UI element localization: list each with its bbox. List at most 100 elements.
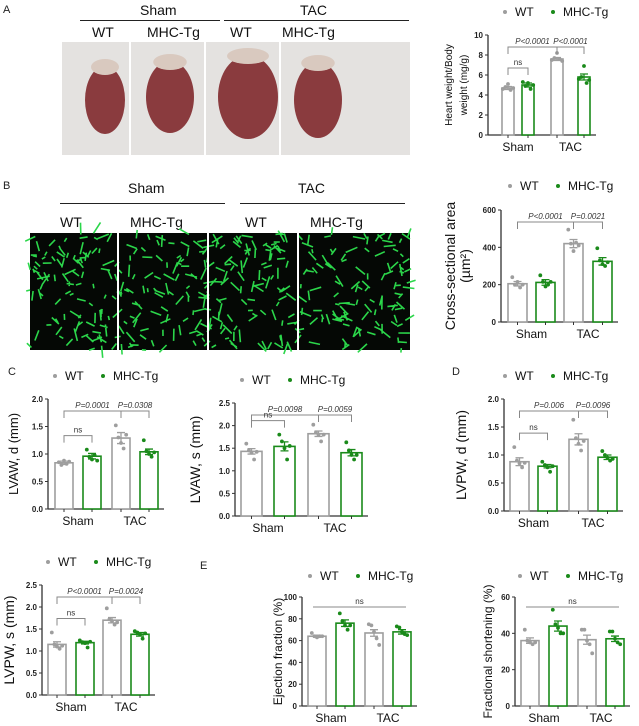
data-point xyxy=(147,452,151,456)
data-point xyxy=(104,606,109,611)
y-tick-label: 0.5 xyxy=(32,478,44,487)
data-point xyxy=(316,432,321,437)
data-point xyxy=(500,87,505,91)
data-point xyxy=(352,457,356,462)
legend-wt-label: WT xyxy=(58,555,77,569)
bar-mhc-tg xyxy=(340,451,363,517)
data-point xyxy=(579,627,584,632)
legend-wt-marker xyxy=(308,574,312,578)
y-tick-label: 1.5 xyxy=(32,423,44,432)
x-group-label: TAC xyxy=(581,516,604,530)
legend-tg-marker xyxy=(101,374,105,378)
heart-3 xyxy=(218,55,278,139)
legend-wt-label: WT xyxy=(520,179,539,193)
heart-2 xyxy=(146,61,194,133)
legend-tg-marker xyxy=(566,574,570,578)
data-point xyxy=(55,644,59,649)
bracket-sham-ns xyxy=(519,432,548,441)
data-point xyxy=(503,85,508,89)
y-tick-label: 0.0 xyxy=(26,691,38,700)
data-point xyxy=(585,638,589,643)
bar-mhc-tg xyxy=(130,633,150,696)
data-point xyxy=(528,87,533,91)
data-point xyxy=(95,458,100,463)
data-point xyxy=(116,435,121,440)
data-point xyxy=(84,447,89,452)
y-tick-label: 0 xyxy=(506,702,511,711)
y-tick-label: 20 xyxy=(501,666,510,675)
data-point xyxy=(52,642,57,647)
data-point xyxy=(143,631,148,636)
data-point xyxy=(57,646,62,651)
photo-a-lane-3: WT xyxy=(230,24,252,40)
photo-a-sham-label: Sham xyxy=(140,2,177,18)
data-point xyxy=(508,88,513,92)
photo-a-sham-line xyxy=(80,20,220,21)
data-point xyxy=(88,639,93,644)
heart-1 xyxy=(85,66,125,134)
data-point xyxy=(548,279,553,284)
bar-wt xyxy=(102,619,122,696)
ns-label: ns xyxy=(568,597,576,606)
bracket-sham-ns xyxy=(63,435,93,443)
y-axis-label: Heart weight/Body xyxy=(444,44,455,126)
data-point xyxy=(517,461,522,466)
y-tick-label: 2.0 xyxy=(488,395,500,404)
data-point xyxy=(595,246,600,251)
bracket-wt-sham-vs-tac xyxy=(507,46,558,54)
bracket-wt-sham-vs-tac-label: P=0.006 xyxy=(534,401,565,410)
y-tick-label: 0.5 xyxy=(219,489,231,498)
data-point xyxy=(533,640,538,645)
y-tick-label: 0.0 xyxy=(488,507,500,516)
legend-tg-marker xyxy=(556,184,560,188)
data-point xyxy=(321,432,326,437)
bar-wt xyxy=(240,450,263,517)
bar-wt xyxy=(563,242,584,323)
bracket-sham-ns-label: ns xyxy=(67,609,75,618)
x-group-label: TAC xyxy=(576,327,599,341)
bar-mhc-tg xyxy=(273,445,296,517)
y-tick-label: 1.5 xyxy=(219,444,231,453)
data-point xyxy=(557,57,562,61)
bar-mhc-tg xyxy=(548,625,568,707)
bracket-tac-wt-vs-tg xyxy=(318,414,352,422)
data-point xyxy=(277,432,282,437)
y-axis-label: Ejection fraction (%) xyxy=(271,598,285,705)
data-point xyxy=(64,462,69,466)
bracket-wt-sham-vs-tac xyxy=(63,410,122,418)
data-point xyxy=(574,240,578,245)
x-group-label: Sham xyxy=(518,516,549,530)
y-axis-label: (µm²) xyxy=(457,249,473,283)
data-point xyxy=(115,620,120,625)
x-group-label: TAC xyxy=(589,711,612,725)
y-tick-label: 8 xyxy=(479,51,484,60)
bracket-tac-wt-vs-tg xyxy=(556,46,585,54)
data-point xyxy=(515,458,519,463)
data-point xyxy=(522,460,527,465)
data-point xyxy=(512,445,517,450)
bar-mhc-tg xyxy=(335,622,355,707)
bracket-wt-sham-vs-tac-label: P=0.0001 xyxy=(75,401,109,410)
x-group-label: TAC xyxy=(114,700,137,714)
y-tick-label: 1.0 xyxy=(26,647,38,656)
data-point xyxy=(67,459,72,464)
y-tick-label: 2 xyxy=(479,111,484,120)
chart-5: 0.0 0.5 1.0 1.5 2.0 2.5 LVPW, s (mm) Sham TAC WT M… xyxy=(1,555,155,714)
data-point xyxy=(526,81,530,85)
bar-wt xyxy=(507,282,528,323)
data-point xyxy=(576,77,581,81)
x-group-label: Sham xyxy=(55,700,86,714)
error-bar xyxy=(569,238,578,249)
data-point xyxy=(110,619,114,623)
bracket-sham-ns xyxy=(56,618,86,626)
chart-7: 0 20 40 60 Fractional shortening (%) Sham TAC W… xyxy=(481,569,630,725)
data-point xyxy=(124,432,129,437)
x-group-label: TAC xyxy=(559,140,582,154)
data-point xyxy=(377,643,382,647)
y-tick-label: 40 xyxy=(288,658,297,667)
bracket-tac-wt-vs-tg xyxy=(120,410,150,418)
panel-label-d: D xyxy=(452,366,460,378)
y-tick-label: 0 xyxy=(479,131,484,140)
